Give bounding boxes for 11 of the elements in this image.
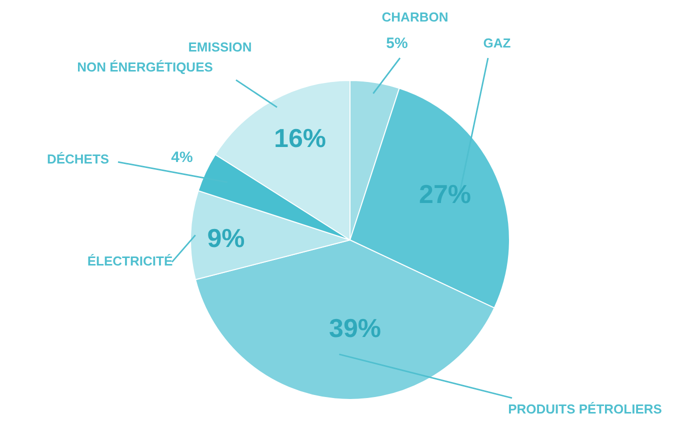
data-label: 9% [207, 223, 245, 254]
slice-label: EMISSION NON ÉNERGÉTIQUES [77, 40, 252, 75]
slice-label: ÉLECTRICITÉ [87, 254, 173, 269]
slice-label: GAZ [483, 36, 511, 51]
data-label: 16% [274, 123, 326, 154]
slice-label: PRODUITS PÉTROLIERS [508, 402, 662, 417]
data-label: 39% [328, 313, 382, 344]
slice-label: DÉCHETS [46, 152, 110, 167]
slice-label: CHARBON [382, 10, 448, 25]
data-label: 4% [171, 149, 193, 166]
data-label: 5% [386, 35, 408, 52]
